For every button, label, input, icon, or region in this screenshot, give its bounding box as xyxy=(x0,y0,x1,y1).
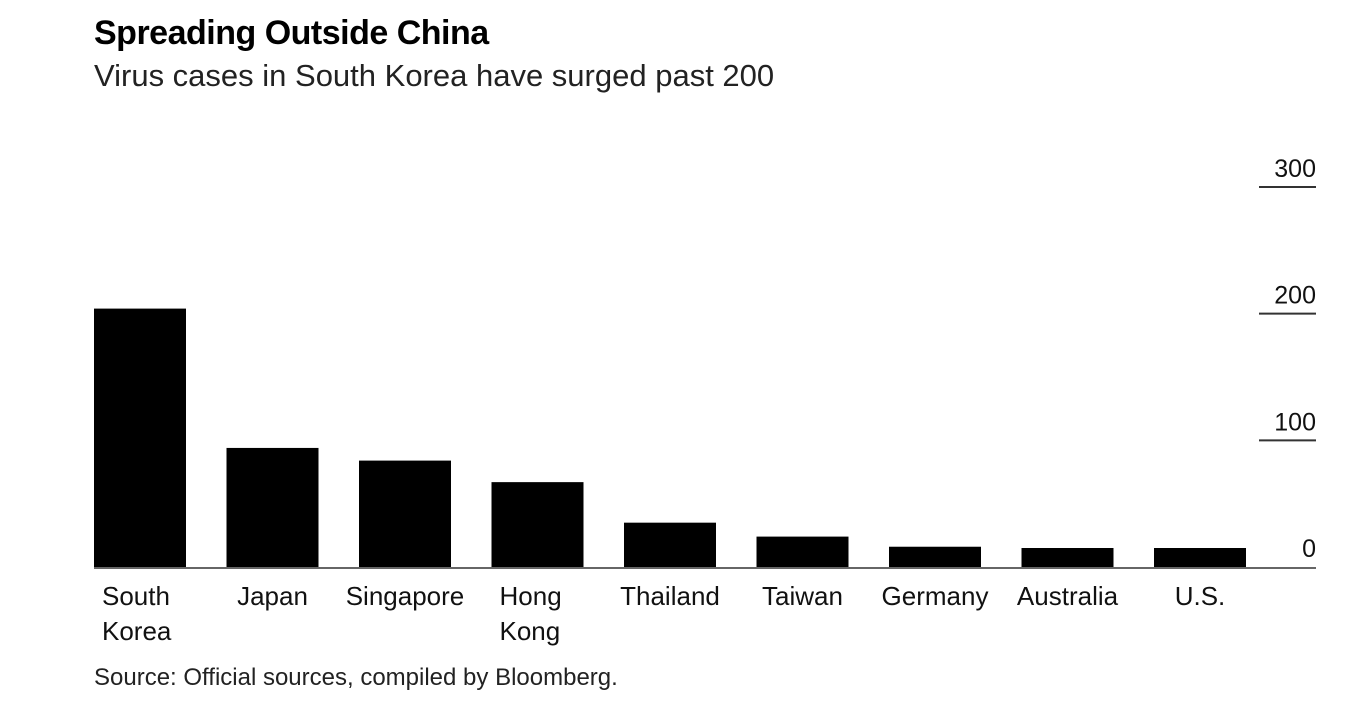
x-tick-label: Japan xyxy=(237,581,308,611)
y-axis: 0 100 200 300 xyxy=(1259,155,1316,563)
bar xyxy=(94,308,186,567)
bars xyxy=(94,308,1246,567)
y-tick-label: 100 xyxy=(1274,408,1316,436)
y-tick-label: 0 xyxy=(1302,535,1316,563)
x-tick-label: Taiwan xyxy=(762,581,843,611)
y-tick-label: 300 xyxy=(1274,155,1316,183)
source-note: Source: Official sources, compiled by Bl… xyxy=(94,664,618,691)
chart-title: Spreading Outside China xyxy=(94,14,489,52)
bar xyxy=(756,536,849,567)
x-tick-label: South Korea xyxy=(102,581,172,646)
x-tick-label: Australia xyxy=(1017,581,1119,611)
bar xyxy=(1021,548,1114,567)
bar xyxy=(491,482,584,567)
bar xyxy=(889,546,981,567)
x-tick-label: Hong Kong xyxy=(500,581,562,646)
x-tick-label: Singapore xyxy=(346,581,465,611)
bar xyxy=(1154,548,1246,567)
x-axis-labels: South Korea Japan Singapore Hong Kong Thailand… xyxy=(102,581,1225,646)
y-tick-label: 200 xyxy=(1274,282,1316,310)
chart-subtitle: Virus cases in South Korea have surged p… xyxy=(94,58,775,93)
bar xyxy=(226,447,319,567)
x-tick-label: U.S. xyxy=(1175,581,1226,611)
bar xyxy=(624,522,716,567)
bar xyxy=(359,460,451,567)
x-tick-label: Thailand xyxy=(620,581,720,611)
x-tick-label: Germany xyxy=(882,581,989,611)
